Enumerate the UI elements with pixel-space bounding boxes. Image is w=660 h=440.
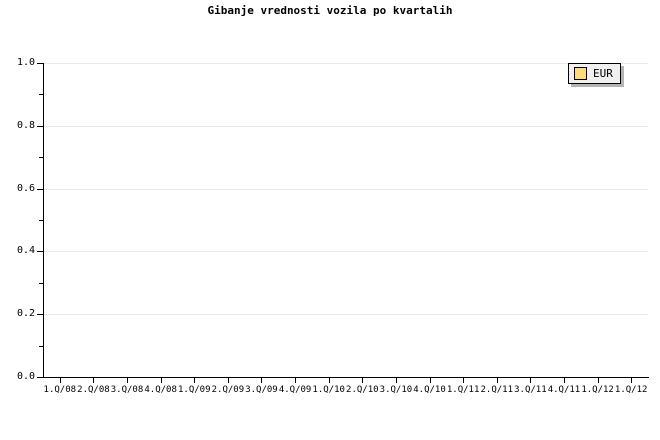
y-axis-labels: 0.0 0.2 0.4 0.6 0.8 1.0 xyxy=(0,0,35,440)
legend-color-swatch xyxy=(574,67,587,80)
y-axis-tick-minor xyxy=(39,282,43,284)
gridline-y xyxy=(43,314,648,316)
x-axis-tick xyxy=(362,378,363,383)
y-axis-tick-major xyxy=(37,188,43,190)
y-axis-label: 0.8 xyxy=(16,119,35,131)
x-axis-label: 1.Q/10 xyxy=(312,385,345,395)
y-axis-label: 0.6 xyxy=(16,182,35,194)
x-axis-tick xyxy=(396,378,397,383)
y-axis-tick-major xyxy=(37,314,43,316)
gridline-y xyxy=(43,251,648,253)
x-axis-tick xyxy=(228,378,229,383)
x-axis-label: 2.Q/09 xyxy=(211,385,245,395)
x-axis-label: 3.Q/09 xyxy=(245,385,278,395)
y-axis-tick-major xyxy=(37,377,43,378)
x-axis-label: 1.Q/11 xyxy=(446,385,480,395)
x-axis-tick xyxy=(463,378,464,383)
x-axis-tick xyxy=(127,378,128,383)
x-axis-tick xyxy=(93,378,94,383)
x-axis-label: 3.Q/11 xyxy=(514,385,547,395)
x-axis-tick xyxy=(261,378,262,383)
x-axis-label: 2.Q/11 xyxy=(480,385,514,395)
x-axis-tick xyxy=(598,378,599,383)
x-axis-label: 2.Q/10 xyxy=(346,385,379,395)
chart-title: Gibanje vrednosti vozila po kvartalih xyxy=(207,4,453,17)
y-axis-tick-minor xyxy=(39,94,43,96)
x-axis-tick xyxy=(631,378,632,383)
x-axis-tick xyxy=(329,378,330,383)
y-axis-tick-major xyxy=(37,63,43,64)
y-axis-label: 0.4 xyxy=(16,245,35,257)
x-axis-tick xyxy=(530,378,531,383)
x-axis-tick xyxy=(194,378,195,383)
x-axis-label: 2.Q/08 xyxy=(77,385,110,395)
x-axis-label: 1.Q/08 xyxy=(43,385,77,395)
x-axis-tick xyxy=(161,378,162,383)
x-axis-label: 3.Q/08 xyxy=(110,385,144,395)
legend-label: EUR xyxy=(593,67,613,80)
y-axis-tick-major xyxy=(37,251,43,253)
x-axis-label: 4.Q/08 xyxy=(144,385,177,395)
plot-area xyxy=(43,63,648,377)
y-axis-tick-minor xyxy=(39,157,43,159)
gridline-y xyxy=(43,188,648,190)
y-axis-tick-minor xyxy=(39,220,43,221)
x-axis-tick xyxy=(564,378,565,383)
y-axis-label: 0.2 xyxy=(16,308,35,320)
x-axis-tick xyxy=(497,378,498,383)
x-axis-tick xyxy=(60,378,61,383)
gridline-y xyxy=(43,125,648,127)
y-axis-tick-minor xyxy=(39,345,43,347)
gridline-y xyxy=(43,63,648,64)
x-axis-label: 1.Q/12 xyxy=(581,385,614,395)
y-axis-tick-major xyxy=(37,125,43,127)
x-axis-label: 4.Q/11 xyxy=(547,385,581,395)
x-axis-tick xyxy=(295,378,296,383)
x-axis-label: 3.Q/10 xyxy=(379,385,413,395)
x-axis-line xyxy=(43,377,649,378)
x-axis-tick xyxy=(430,378,431,383)
x-axis-label: 4.Q/09 xyxy=(278,385,312,395)
y-axis-line xyxy=(43,63,44,378)
x-axis-label: 4.Q/10 xyxy=(413,385,446,395)
y-axis-label: 0.0 xyxy=(16,371,35,382)
chart-legend[interactable]: EUR xyxy=(568,63,621,84)
y-axis-label: 1.0 xyxy=(16,57,35,68)
x-axis-label: 1.Q/09 xyxy=(177,385,211,395)
x-axis-label: 1.Q/12 xyxy=(614,385,648,395)
